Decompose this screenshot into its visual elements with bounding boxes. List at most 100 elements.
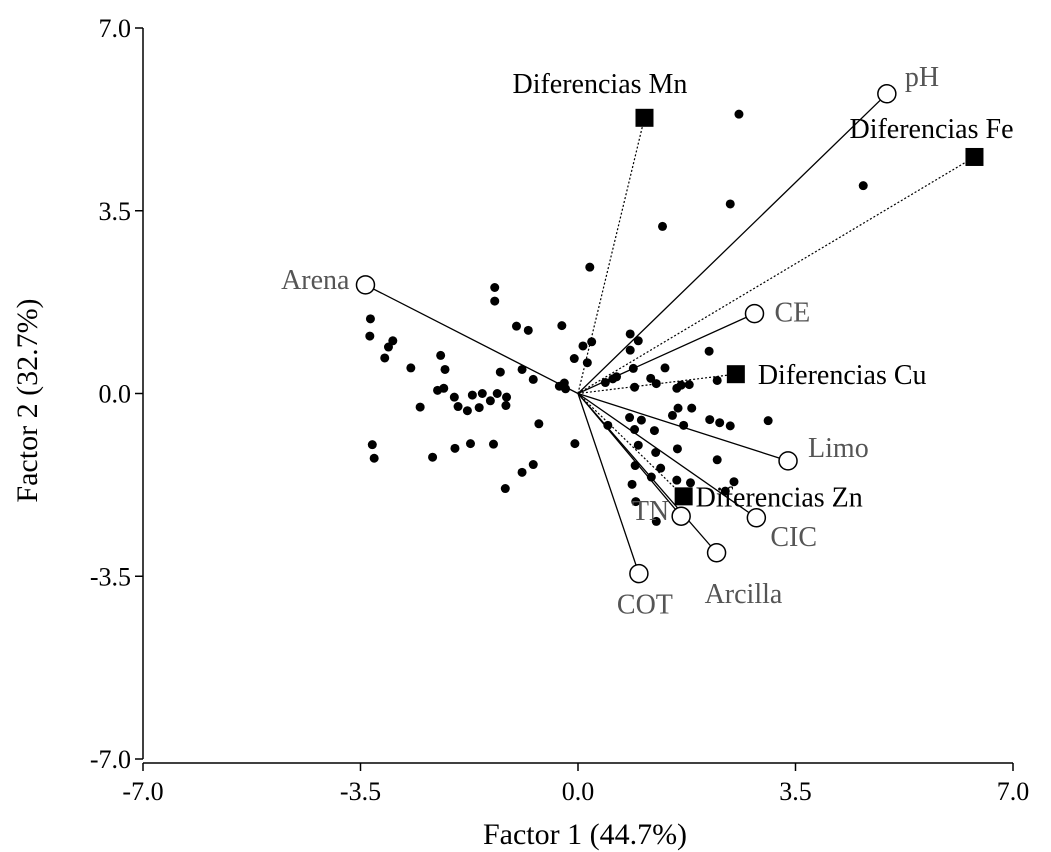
observation-dot <box>687 403 697 413</box>
observation-dot <box>651 516 661 526</box>
variable-vector-end-circle <box>671 506 691 526</box>
variable-vector-end-circle <box>355 275 376 295</box>
observation-dot <box>528 374 538 384</box>
observation-dot <box>636 415 646 425</box>
observation-dot <box>578 341 588 351</box>
observation-dot <box>608 374 618 384</box>
y-tick-label: 3.5 <box>99 197 132 226</box>
x-axis-title: Factor 1 (44.7%) <box>483 818 687 851</box>
observation-dot <box>490 283 500 293</box>
observation-dot <box>587 337 597 347</box>
observation-dot <box>511 321 521 331</box>
point-labels: pH CE Arena Limo CIC TN Arcilla COT Diferencias … <box>281 62 1013 621</box>
observation-dot <box>712 455 722 465</box>
x-tick-label: 0.0 <box>562 777 595 806</box>
observation-dot <box>630 425 640 435</box>
observation-dot <box>651 448 661 458</box>
observation-dot <box>380 353 390 363</box>
observation-dot <box>428 452 438 462</box>
observation-dot <box>490 296 500 306</box>
variable-vector-line <box>577 93 888 394</box>
observation-dot <box>488 439 498 449</box>
supplementary-label: Diferencias Fe <box>849 114 1013 145</box>
observation-dot <box>477 389 487 398</box>
variable-label: COT <box>617 590 673 621</box>
observation-dot <box>517 364 527 374</box>
variable-vector-line <box>577 393 718 554</box>
y-axis-ticks: 7.0 3.5 0.0 -3.5 -7.0 <box>90 14 143 774</box>
variable-vector-line <box>365 284 579 395</box>
observation-dot <box>557 321 567 331</box>
observation-dot <box>685 478 695 488</box>
observation-dot <box>388 336 398 346</box>
observation-dot <box>725 421 735 431</box>
supplementary-square <box>965 147 984 166</box>
observation-dot <box>534 419 544 429</box>
observation-dot <box>523 325 533 335</box>
observation-dot <box>672 475 682 485</box>
supplementary-lines <box>577 117 975 497</box>
x-tick-label: -7.0 <box>122 777 163 806</box>
observation-dot <box>603 420 613 430</box>
variable-vector-end-circle <box>877 84 897 104</box>
y-axis-title: Factor 2 (32.7%) <box>11 298 44 502</box>
variable-label: pH <box>905 62 939 93</box>
observation-dot <box>676 380 686 390</box>
observation-dot <box>649 426 659 436</box>
supplementary-square <box>635 108 654 127</box>
supplementary-label: Diferencias Zn <box>696 482 863 513</box>
observation-dot <box>369 453 379 463</box>
observation-points <box>365 109 868 526</box>
variable-vector-end-circle <box>629 563 649 584</box>
supplementary-line <box>577 156 975 395</box>
y-tick-label: 7.0 <box>99 14 132 43</box>
observation-dot <box>705 415 715 425</box>
observation-dot <box>365 314 375 324</box>
supplementary-square <box>726 365 745 384</box>
observation-dot <box>734 109 744 119</box>
observation-dot <box>582 358 592 368</box>
observation-dot <box>433 385 443 395</box>
observation-dot <box>365 331 375 341</box>
observation-dot <box>528 460 538 470</box>
variable-vector-end-circle <box>744 303 765 324</box>
observation-dot <box>440 364 450 374</box>
observation-dot <box>633 440 643 450</box>
observation-dot <box>704 346 714 356</box>
observation-dot <box>561 384 571 394</box>
observation-dot <box>660 363 670 373</box>
observation-dot <box>628 363 638 373</box>
supplementary-line <box>577 393 685 497</box>
supplementary-square <box>674 487 693 506</box>
observation-dot <box>627 479 637 489</box>
observation-dot <box>625 413 635 423</box>
variable-label: Arena <box>281 265 350 296</box>
variable-vector-ends <box>355 84 897 584</box>
observation-dot <box>502 392 512 402</box>
supplementary-label: Diferencias Cu <box>758 360 927 391</box>
variable-label: CE <box>774 298 810 329</box>
y-tick-label: -7.0 <box>90 745 131 774</box>
observation-dot <box>436 350 446 360</box>
observation-dot <box>672 444 682 454</box>
x-tick-label: 3.5 <box>779 777 812 806</box>
supplementary-line <box>577 373 736 395</box>
observation-dot <box>679 420 689 430</box>
variable-vector-line <box>577 393 640 574</box>
observation-dot <box>667 410 677 420</box>
x-tick-label: -3.5 <box>340 777 381 806</box>
observation-dot <box>500 484 510 494</box>
observation-dot <box>569 354 579 364</box>
observation-dot <box>712 375 722 385</box>
observation-dot <box>450 443 460 453</box>
observation-dot <box>570 439 580 449</box>
observation-dot <box>485 396 495 406</box>
observation-dot <box>633 336 643 346</box>
observation-dot <box>630 461 640 471</box>
y-tick-label: -3.5 <box>90 562 131 591</box>
observation-dot <box>367 440 377 450</box>
variable-vector-line <box>577 392 757 519</box>
variable-label: CIC <box>770 522 817 553</box>
observation-dot <box>453 402 463 412</box>
